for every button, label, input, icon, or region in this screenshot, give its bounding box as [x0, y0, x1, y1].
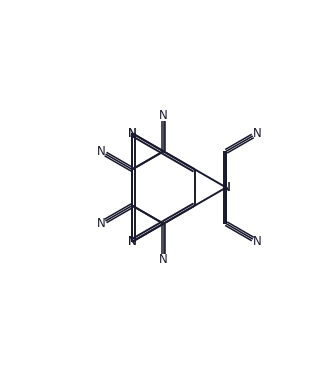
- Text: N: N: [222, 181, 231, 194]
- Text: N: N: [97, 217, 106, 230]
- Text: N: N: [128, 235, 137, 248]
- Text: N: N: [97, 145, 106, 158]
- Text: N: N: [128, 127, 137, 140]
- Text: N: N: [252, 127, 261, 140]
- Text: N: N: [252, 235, 261, 248]
- Text: N: N: [128, 127, 137, 140]
- Text: N: N: [128, 235, 137, 248]
- Text: N: N: [222, 181, 231, 194]
- Text: N: N: [159, 110, 168, 122]
- Text: N: N: [159, 253, 168, 266]
